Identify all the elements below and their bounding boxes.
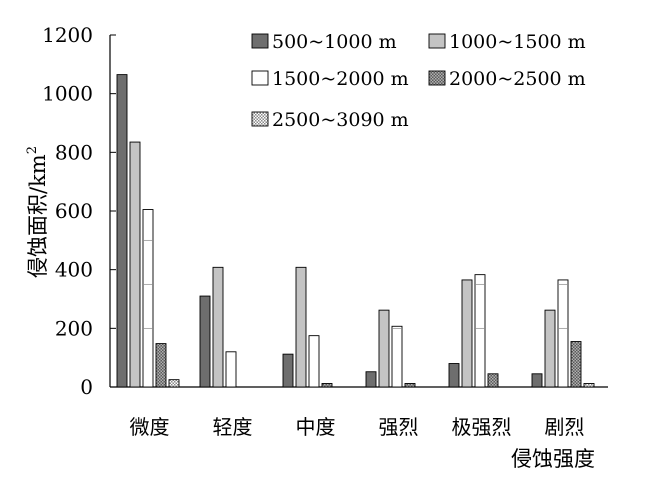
y-axis-title-superscript: 2 — [25, 146, 40, 154]
x-category-label: 轻度 — [213, 415, 253, 439]
legend-swatch-5 — [251, 111, 269, 127]
bar-4-3 — [321, 383, 333, 388]
x-category-label: 微度 — [130, 415, 170, 439]
x-category-label: 极强烈 — [452, 415, 512, 439]
x-category-label: 剧烈 — [545, 415, 585, 439]
legend-swatch-3 — [251, 70, 269, 86]
bar-1-3 — [282, 353, 294, 388]
bar-5-6 — [583, 383, 595, 388]
bar-2-1 — [129, 141, 141, 388]
bar-3-3 — [308, 335, 320, 388]
y-tick-label: 1000 — [42, 82, 93, 106]
y-tick-label: 600 — [55, 199, 93, 223]
y-tick-label: 800 — [55, 140, 93, 164]
bar-3-4 — [391, 325, 403, 388]
bar-4-4 — [404, 383, 416, 388]
x-category-label: 强烈 — [379, 415, 419, 439]
bar-2-3 — [295, 266, 307, 388]
bar-3-6 — [557, 279, 569, 388]
bar-1-2 — [199, 295, 211, 388]
bar-2-6 — [544, 309, 556, 388]
y-tick-label: 1200 — [42, 23, 93, 47]
bar-3-1 — [142, 209, 154, 388]
bar-2-5 — [461, 279, 473, 388]
bar-4-5 — [487, 373, 499, 388]
bar-4-1 — [155, 343, 167, 388]
legend-label-2: 1000~1500 m — [449, 31, 586, 53]
legend-swatch-4 — [428, 70, 446, 86]
y-axis-title-group: 侵蚀面积/km2 — [25, 146, 50, 278]
bar-1-1 — [116, 74, 128, 388]
legend-swatch-2 — [428, 33, 446, 49]
svg-text:侵蚀面积/km2: 侵蚀面积/km2 — [25, 146, 50, 278]
x-category-labels: 微度 轻度 中度 强烈 极强烈 剧烈 — [130, 415, 585, 439]
bar-3-2 — [225, 351, 237, 388]
y-axis-title: 侵蚀面积/km — [26, 154, 50, 278]
legend-label-4: 2000~2500 m — [449, 68, 586, 90]
legend-label-3: 1500~2000 m — [272, 68, 409, 90]
y-tick-label: 200 — [55, 316, 93, 340]
legend: 500~1000 m 1000~1500 m 1500~2000 m 2000~250… — [251, 31, 586, 131]
y-tick-label: 400 — [55, 258, 93, 282]
bar-3-5 — [474, 274, 486, 388]
bar-2-4 — [378, 309, 390, 388]
x-axis-title: 侵蚀强度 — [511, 447, 595, 471]
legend-swatch-1 — [251, 33, 269, 49]
bar-1-4 — [365, 371, 377, 388]
x-category-label: 中度 — [296, 415, 336, 439]
y-tick-label: 0 — [80, 375, 93, 399]
y-tick-labels: 0 200 400 600 800 1000 1200 — [42, 23, 116, 399]
bar-2-2 — [212, 266, 224, 388]
bar-4-6 — [570, 341, 582, 388]
bars-group — [116, 74, 595, 388]
bar-5-1 — [168, 379, 180, 388]
bar-1-6 — [531, 373, 543, 388]
bar-1-5 — [448, 363, 460, 388]
legend-label-5: 2500~3090 m — [272, 109, 409, 131]
legend-label-1: 500~1000 m — [272, 31, 397, 53]
